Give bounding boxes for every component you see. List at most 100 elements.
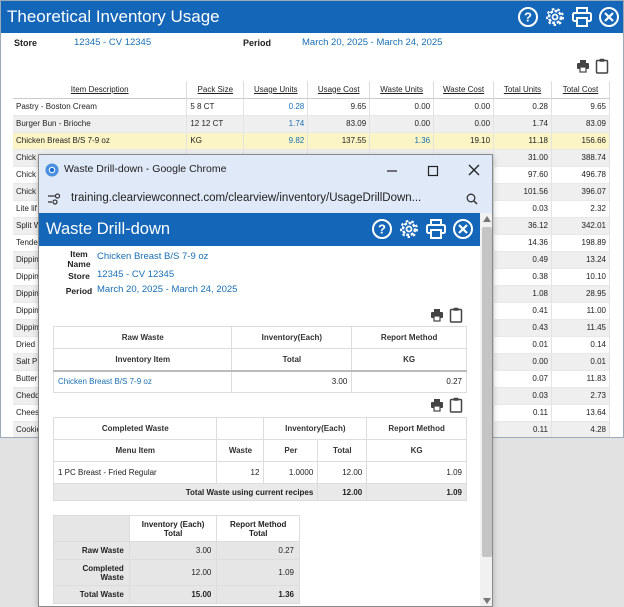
total-cost: 13.24 [551,251,611,269]
column-header-item-description[interactable]: Item Description [13,81,188,99]
total-cost: 342.01 [551,217,611,235]
column-header-total-cost[interactable]: Total Cost [551,81,611,99]
raw-waste-table: Raw Waste Inventory(Each) Report Method … [53,326,467,393]
gear-icon[interactable] [544,6,566,28]
clipboard-icon[interactable] [449,307,463,323]
site-info-icon[interactable] [47,193,61,205]
url-text[interactable]: training.clearviewconnect.com/clearview/… [71,192,422,204]
minimize-icon[interactable] [385,164,399,178]
popup-title: Waste Drill-down [46,220,171,238]
total-units: 0.43 [493,319,552,337]
scrollbar-thumb[interactable] [482,227,492,557]
column-header-pack-size[interactable]: Pack Size [186,81,245,99]
column-header-usage-cost[interactable]: Usage Cost [307,81,371,99]
clipboard-icon[interactable] [449,397,463,413]
total-heading: Total [317,439,368,462]
total-cost: 156.66 [551,132,611,150]
inventory-each-heading: Inventory(Each) [263,417,368,440]
window-close-icon[interactable] [467,163,481,177]
gear-icon[interactable] [398,218,420,240]
menu-item: 1 PC Breast - Fried Regular [53,461,218,484]
total-units: 0.03 [493,200,552,218]
waste-cost: 0.00 [433,115,495,133]
inventory-item-link[interactable]: Chicken Breast B/S 7-9 oz [53,370,233,393]
maximize-icon[interactable] [426,164,440,178]
total-units: 1.08 [493,285,552,303]
total-waste-label: Total Waste [53,585,130,604]
usage-units-link[interactable]: 0.28 [243,98,309,116]
total-units: 0.03 [493,387,552,405]
total-cost: 9.65 [551,98,611,116]
close-icon[interactable] [452,218,474,240]
blank-cell [216,417,265,440]
print-icon[interactable] [571,6,593,28]
completed-waste-header: Completed Waste Inventory(Each) Report M… [53,417,467,440]
item-description: Burger Bun - Brioche [13,115,188,133]
total-units: 101.56 [493,183,552,201]
total-cost: 396.07 [551,183,611,201]
completed-waste-table: Completed Waste Inventory(Each) Report M… [53,417,467,501]
total-cost: 13.64 [551,404,611,422]
total-units: 14.36 [493,234,552,252]
total-cost: 11.45 [551,319,611,337]
column-header-usage-units[interactable]: Usage Units [243,81,309,99]
usage-units-link[interactable]: 1.74 [243,115,309,133]
item-description: Pastry - Boston Cream [13,98,188,116]
column-header-total-units[interactable]: Total Units [493,81,552,99]
scroll-down-arrow-icon[interactable] [483,598,491,604]
print-table-icon[interactable] [430,398,444,412]
inventory-usage-header: Theoretical Inventory Usage ? [1,1,623,33]
raw-waste-each: 3.00 [129,541,218,560]
pack-size: KG [186,132,245,150]
pack-size: 5 8 CT [186,98,245,116]
total-heading: Total [231,348,353,371]
scroll-up-arrow-icon[interactable] [483,216,491,222]
print-table-icon[interactable] [576,59,590,73]
inventory-each-heading: Inventory(Each) [231,326,353,349]
help-icon[interactable]: ? [517,6,539,28]
store-value: 12345 - CV 12345 [74,37,152,48]
usage-cost: 83.09 [307,115,371,133]
total-cost: 496.78 [551,166,611,184]
total-cost: 2.73 [551,387,611,405]
help-icon[interactable]: ? [371,218,393,240]
close-icon[interactable] [598,6,620,28]
column-header-waste-units[interactable]: Waste Units [369,81,435,99]
total-cost: 10.10 [551,268,611,286]
raw-waste-subheader: Inventory Item Total KG [53,348,467,371]
total-waste-row: Total Waste using current recipes 12.00 … [53,483,467,501]
item-info: Item Name Chicken Breast B/S 7-9 oz Stor… [39,246,480,306]
zoom-search-icon[interactable] [466,193,478,205]
total-cost: 11.83 [551,370,611,388]
waste-units-link[interactable]: 1.36 [369,132,435,150]
vertical-scrollbar[interactable] [480,213,492,606]
report-method-heading: Report Method [351,326,467,349]
total-units: 1.74 [493,115,552,133]
total-waste-kg: 1.09 [366,483,467,501]
column-header-waste-cost[interactable]: Waste Cost [433,81,495,99]
per-value: 1.0000 [263,461,319,484]
chrome-title-bar: Waste Drill-down - Google Chrome [39,155,492,185]
table-row: Burger Bun - Brioche 12 12 CT 1.74 83.09… [13,115,611,133]
print-table-icon[interactable] [430,308,444,322]
total-cost: 198.89 [551,234,611,252]
table-row: Pastry - Boston Cream 5 8 CT 0.28 9.65 0… [13,98,611,116]
usage-cost: 137.55 [307,132,371,150]
svg-text:?: ? [378,222,386,237]
usage-cost: 9.65 [307,98,371,116]
usage-units-link[interactable]: 9.82 [243,132,309,150]
pack-size: 12 12 CT [186,115,245,133]
kg-value: 1.09 [366,461,467,484]
period-value: March 20, 2025 - March 24, 2025 [97,284,238,295]
summary-header: Inventory (Each) Total Report Method Tot… [53,515,300,542]
print-icon[interactable] [425,218,447,240]
table-row-selected: Chicken Breast B/S 7-9 oz KG 9.82 137.55… [13,132,611,150]
chrome-logo-icon [45,163,59,177]
total-waste-kg: 1.36 [216,585,300,604]
total-cost: 388.74 [551,149,611,167]
total-cost: 2.32 [551,200,611,218]
summary-row: Completed Waste 12.00 1.09 [53,559,300,586]
report-method-total-heading: Report Method Total [216,515,300,542]
clipboard-icon[interactable] [595,58,609,74]
svg-text:?: ? [524,10,532,25]
